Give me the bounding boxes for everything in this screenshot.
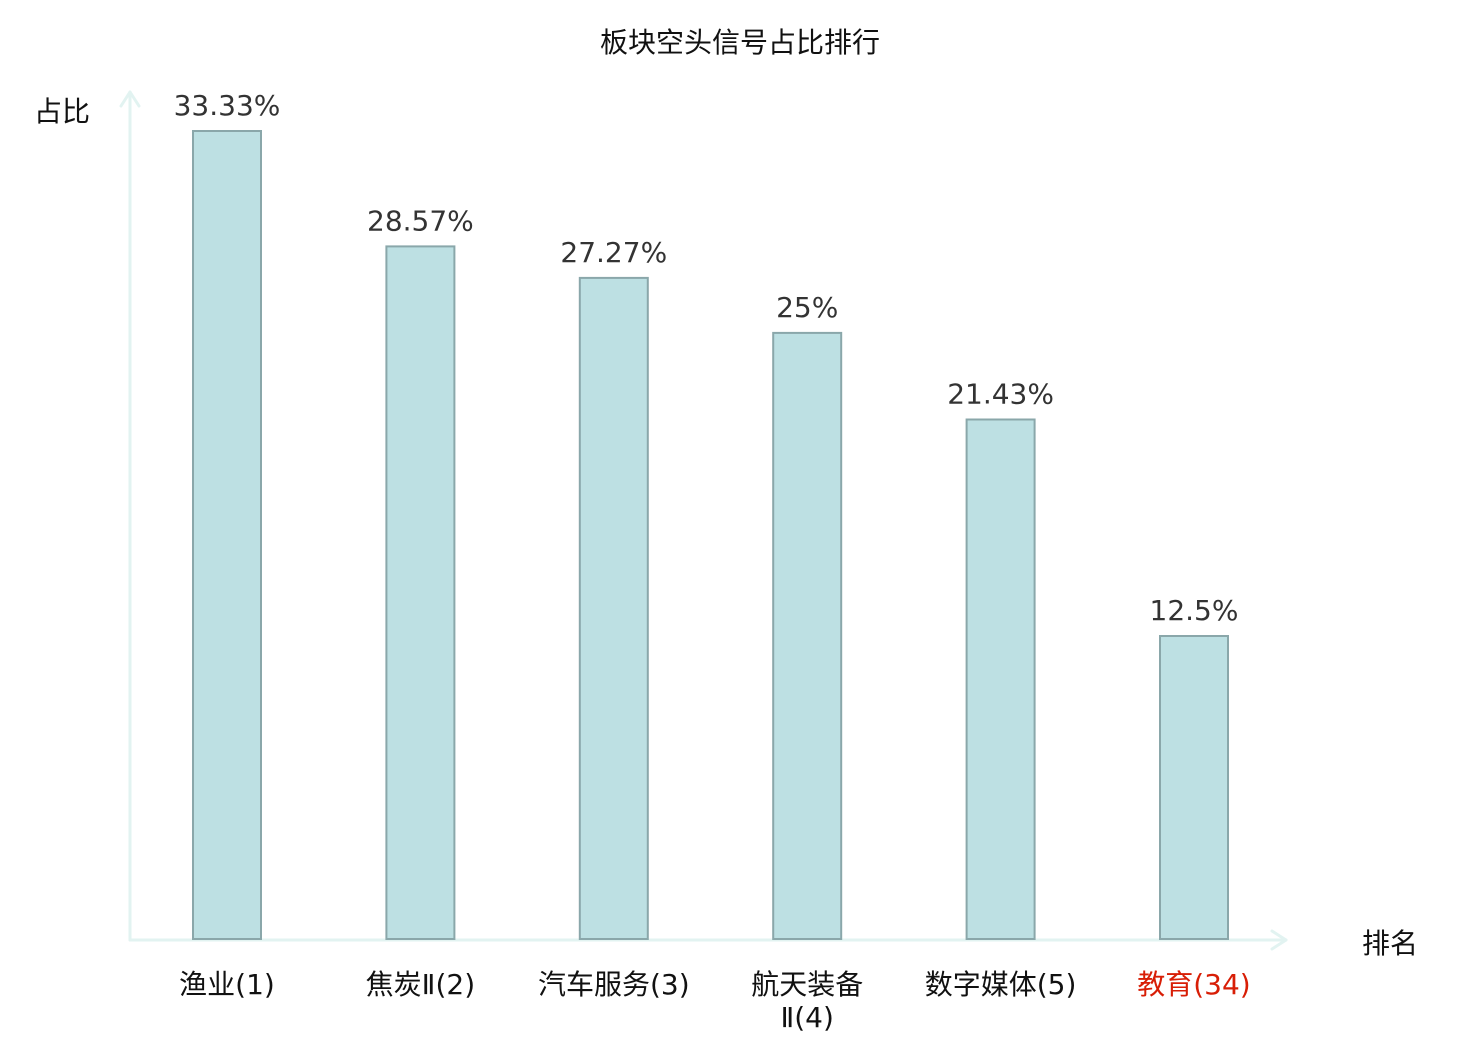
value-label: 27.27%	[560, 236, 667, 269]
x-axis-arrow-icon	[1270, 929, 1288, 951]
category-label-line: Ⅱ(4)	[780, 1001, 833, 1034]
axes	[119, 90, 1288, 951]
y-axis-arrow-icon	[119, 90, 141, 108]
value-label: 28.57%	[367, 204, 474, 237]
category-labels: 渔业(1) 焦炭Ⅱ(2) 汽车服务(3) 航天装备 Ⅱ(4) 数字媒体(5) 教育(34)	[179, 968, 1251, 1034]
y-axis-label: 占比	[34, 95, 90, 128]
category-label: 汽车服务(3)	[538, 968, 690, 1001]
bar	[385, 245, 456, 940]
category-label: 教育(34)	[1137, 968, 1250, 1001]
value-label: 25%	[776, 291, 838, 324]
category-label-line: 航天装备	[751, 968, 863, 1001]
bars	[192, 130, 1229, 940]
category-label-line: 数字媒体(5)	[925, 968, 1077, 1001]
chart-title: 板块空头信号占比排行	[600, 26, 880, 59]
bar	[772, 331, 843, 940]
category-label-line: 汽车服务(3)	[538, 968, 690, 1001]
category-label: 焦炭Ⅱ(2)	[366, 968, 475, 1001]
x-axis-label: 排名	[1362, 927, 1418, 960]
category-label: 数字媒体(5)	[925, 968, 1077, 1001]
bar	[192, 130, 262, 940]
category-label-line: 渔业(1)	[179, 968, 275, 1001]
category-label: 航天装备 Ⅱ(4)	[751, 968, 863, 1034]
value-label: 12.5%	[1150, 594, 1239, 627]
bar	[578, 276, 649, 940]
value-label: 33.33%	[174, 89, 281, 122]
category-label-line: 焦炭Ⅱ(2)	[366, 968, 475, 1001]
bar	[965, 418, 1036, 940]
category-label: 渔业(1)	[179, 968, 275, 1001]
bar	[1159, 635, 1229, 940]
value-label: 21.43%	[947, 378, 1054, 411]
category-label-line: 教育(34)	[1137, 968, 1250, 1001]
value-labels: 33.33% 28.57% 27.27% 25% 21.43% 12.5%	[174, 89, 1239, 627]
